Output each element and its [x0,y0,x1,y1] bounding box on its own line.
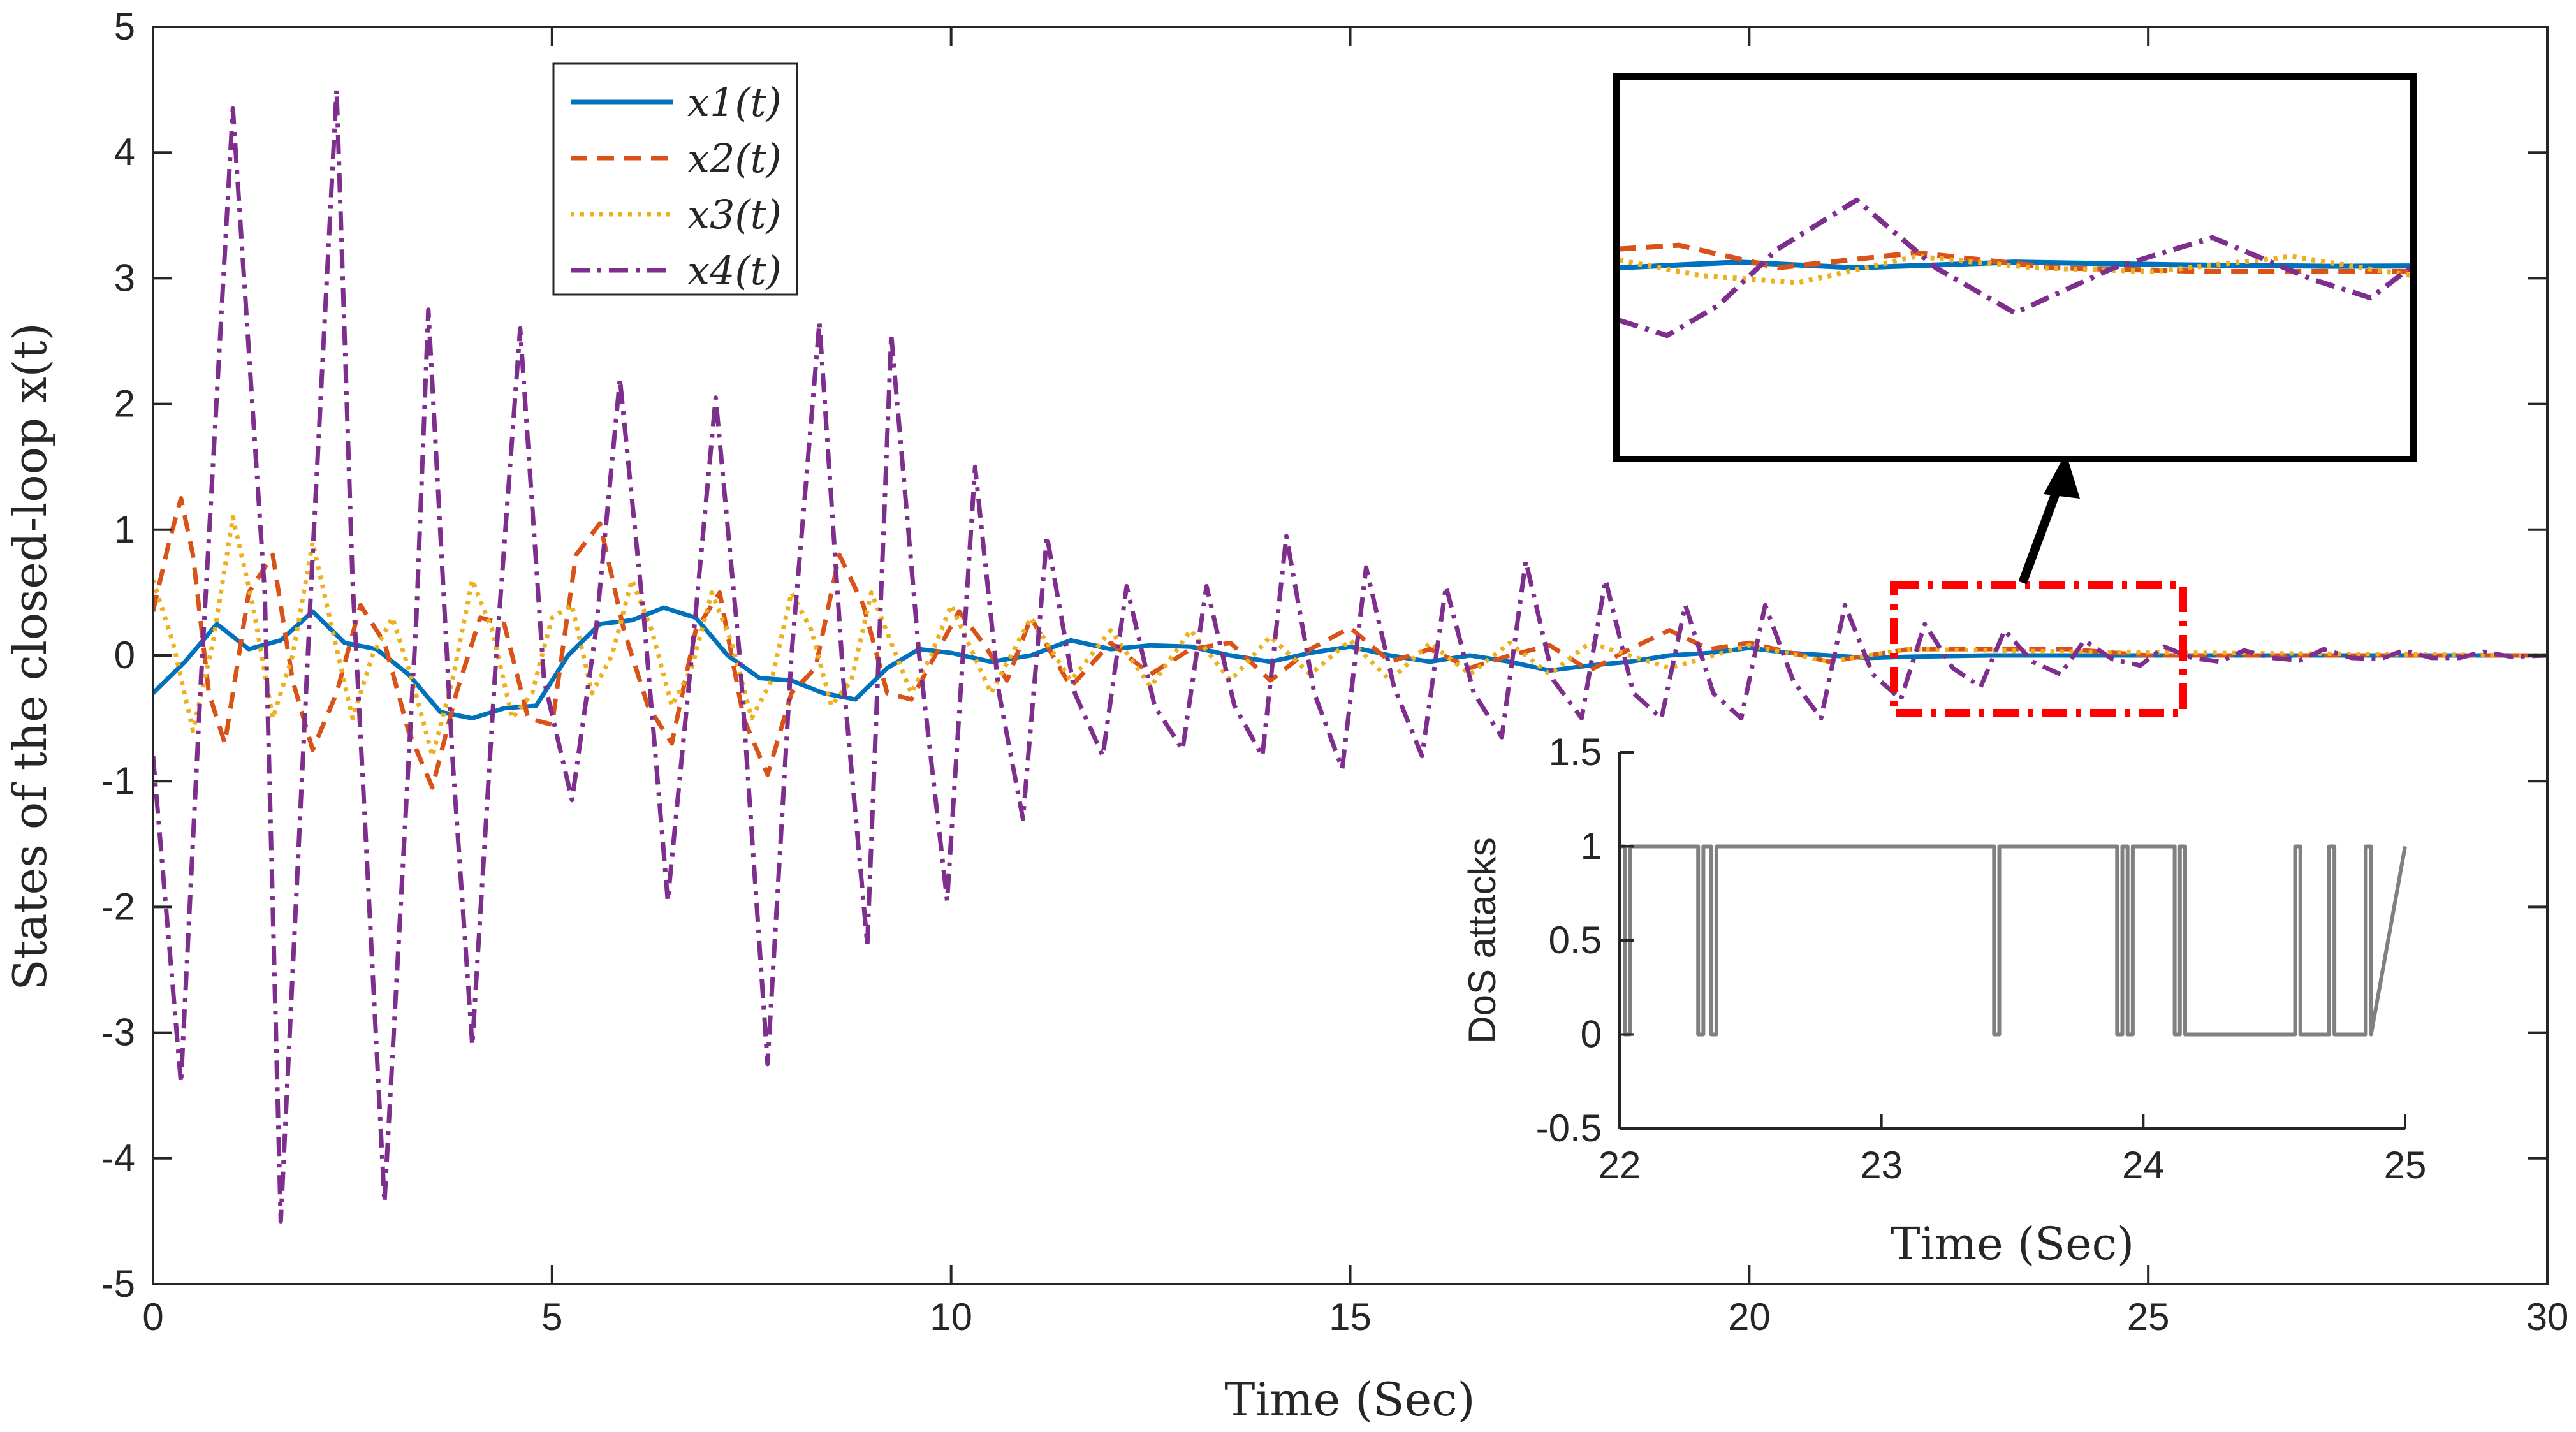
series-line-x1-t [1620,259,2410,270]
dos-y-tick-label: 0 [1581,1013,1602,1056]
dos-x-axis-label: Time (Sec) [1891,1218,2134,1270]
dos-y-tick-label: -0.5 [1536,1107,1602,1150]
dos-plot-area [1620,752,2405,1129]
legend-label: x3(t) [687,191,782,238]
main-x-tick-label: 20 [1728,1296,1771,1338]
main-x-tick-label: 30 [2526,1296,2569,1338]
main-x-tick-label: 25 [2127,1296,2170,1338]
legend-label: x1(t) [687,79,782,126]
main-x-tick-label: 15 [1329,1296,1372,1338]
main-x-tick-label: 0 [142,1296,163,1338]
legend-label: x2(t) [687,135,782,182]
dos-x-tick-label: 24 [2122,1144,2165,1187]
zoom-inset-frame [1613,73,2417,462]
dos-y-tick-label: 0.5 [1549,919,1602,961]
main-x-axis-label: Time (Sec) [1224,1373,1475,1426]
main-y-axis-label: States of the closed-loop x(t) [3,323,57,990]
main-y-tick-label: 3 [114,256,135,299]
zoom-inset [1613,73,2417,462]
dos-y-axis-label: DoS attacks [1461,837,1504,1043]
main-series-group [153,87,2547,1224]
series-line-x4-t [153,87,2547,1224]
dos-x-tick-label: 22 [1599,1144,1641,1187]
main-y-tick-label: 1 [114,508,135,551]
main-x-tick-label: 5 [541,1296,562,1338]
dos-x-ticks: 22 23 24 25 [1599,1114,2427,1187]
main-y-tick-label: -1 [101,759,135,802]
legend-label: x4(t) [687,247,782,294]
series-line-x2-t [1620,242,2410,274]
dos-inset: 22 23 24 25 -0.5 0 0.5 1 1.5 Time (Sec) DoS att… [1461,731,2426,1270]
main-y-tick-label: -2 [101,885,135,928]
series-line-x4-t [1620,197,2410,339]
main-y-tick-label: 4 [114,131,135,173]
series-line-x3-t [1620,254,2410,286]
main-x-tick-label: 10 [930,1296,972,1338]
dos-y-tick-label: 1.5 [1549,731,1602,773]
dos-series-group [1620,844,2407,1037]
main-y-tick-label: -5 [101,1262,135,1305]
zoom-series-group [1620,197,2410,339]
main-y-tick-label: 2 [114,383,135,425]
main-y-tick-label: 0 [114,634,135,676]
zoom-region-indicator [1890,453,2187,717]
dos-x-tick-label: 25 [2384,1144,2427,1187]
dos-x-tick-label: 23 [1860,1144,1903,1187]
dos-y-ticks: -0.5 0 0.5 1 1.5 [1536,731,1634,1150]
main-y-tick-label: -3 [101,1011,135,1054]
zoom-region-box [1890,581,2187,717]
zoom-arrow-shaft [2018,478,2065,585]
main-y-tick-label: -4 [101,1137,135,1180]
series-line-dos [1620,844,2407,1037]
legend: x1(t) x2(t) x3(t) x4(t) [552,62,798,296]
dos-y-tick-label: 1 [1581,825,1602,868]
main-y-tick-label: 5 [114,5,135,48]
zoom-arrow-head [2044,453,2080,499]
legend-entries: x1(t) x2(t) x3(t) x4(t) [571,79,782,294]
main-x-ticks: 0 5 10 15 20 25 30 [142,27,2568,1338]
